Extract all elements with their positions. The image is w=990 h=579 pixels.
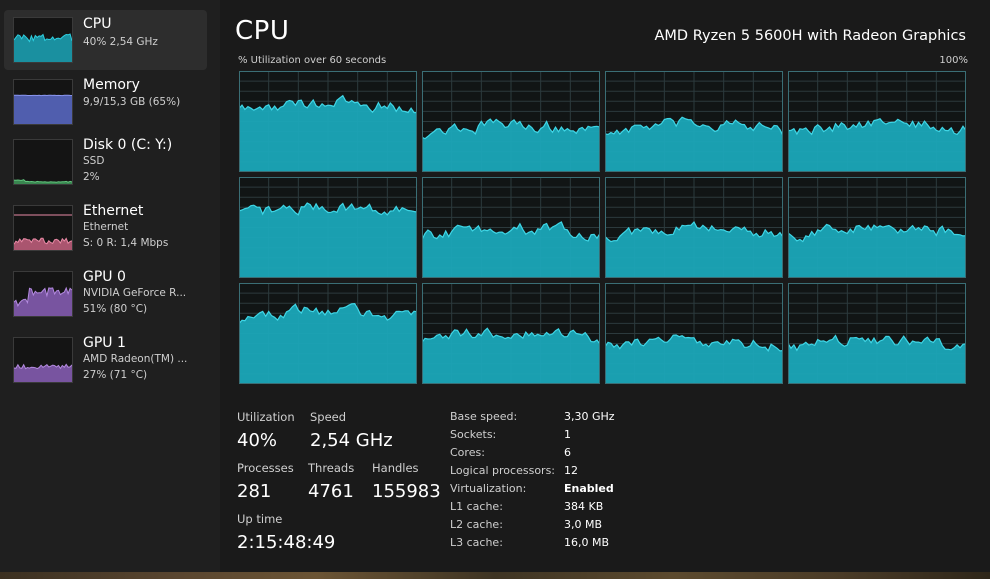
cpu-model-name: AMD Ryzen 5 5600H with Radeon Graphics xyxy=(654,28,967,44)
sidebar-item-cpu[interactable]: CPU 40% 2,54 GHz xyxy=(4,10,207,70)
cpu-thumbnail-graph xyxy=(13,17,73,63)
sidebar-item-memory[interactable]: Memory 9,9/15,3 GB (65%) xyxy=(4,72,207,132)
sidebar-item-ethernet[interactable]: Ethernet Ethernet S: 0 R: 1,4 Mbps xyxy=(4,198,207,258)
logical-processor-graph-3 xyxy=(605,71,783,172)
logical-processor-graph-5 xyxy=(239,177,417,278)
thumbnail-sparkline xyxy=(14,33,72,62)
sidebar-item-title: GPU 0 xyxy=(83,269,126,285)
spec-value: 6 xyxy=(564,446,571,459)
spec-label: L1 cache: xyxy=(450,500,503,513)
sidebar-item-value: 27% (71 °C) xyxy=(83,369,148,381)
spec-label: Base speed: xyxy=(450,410,518,423)
logical-processor-graph-6 xyxy=(422,177,600,278)
logical-processor-graph-8 xyxy=(788,177,966,278)
sidebar-item-title: GPU 1 xyxy=(83,335,126,351)
thumbnail-sparkline xyxy=(14,363,72,382)
spec-value: 16,0 MB xyxy=(564,536,610,549)
speed-value: 2,54 GHz xyxy=(310,430,393,451)
spec-label: Logical processors: xyxy=(450,464,556,477)
sidebar-item-subtitle: Ethernet xyxy=(83,221,129,233)
spec-label: L3 cache: xyxy=(450,536,503,549)
page-title: CPU xyxy=(235,16,290,46)
sidebar-item-disk-0[interactable]: Disk 0 (C: Y:) SSD 2% xyxy=(4,132,207,192)
spec-label: Virtualization: xyxy=(450,482,527,495)
sidebar-item-title: CPU xyxy=(83,16,112,32)
thumbnail-sparkline xyxy=(14,179,72,184)
logical-processor-graph-11 xyxy=(605,283,783,384)
handles-label: Handles xyxy=(372,461,419,475)
utilization-label: Utilization xyxy=(237,410,295,424)
logical-processor-graph-7 xyxy=(605,177,783,278)
utilization-value: 40% xyxy=(237,430,278,451)
sidebar-item-value: 2% xyxy=(83,171,100,183)
gpu-1-thumbnail-graph xyxy=(13,337,73,383)
thumbnail-sparkline xyxy=(14,214,72,250)
handles-value: 155983 xyxy=(372,481,441,502)
spec-value: 1 xyxy=(564,428,571,441)
uptime-label: Up time xyxy=(237,512,283,526)
ethernet-thumbnail-graph xyxy=(13,205,73,251)
uptime-value: 2:15:48:49 xyxy=(237,532,336,553)
disk-thumbnail-graph xyxy=(13,139,73,185)
sidebar-item-subtitle: NVIDIA GeForce R... xyxy=(83,287,187,299)
thumbnail-sparkline xyxy=(14,286,72,316)
sidebar-item-title: Ethernet xyxy=(83,203,144,219)
spec-value: 384 KB xyxy=(564,500,604,513)
spec-value: 3,30 GHz xyxy=(564,410,615,423)
cpu-detail-pane: CPU AMD Ryzen 5 5600H with Radeon Graphi… xyxy=(220,0,990,572)
threads-value: 4761 xyxy=(308,481,354,502)
graph-max-label: 100% xyxy=(939,55,968,66)
performance-sidebar: CPU 40% 2,54 GHz Memory 9,9/15,3 GB (65%… xyxy=(0,0,220,572)
spec-label: Cores: xyxy=(450,446,485,459)
sidebar-item-value: S: 0 R: 1,4 Mbps xyxy=(83,237,169,249)
threads-label: Threads xyxy=(308,461,355,475)
graph-caption: % Utilization over 60 seconds xyxy=(238,55,387,66)
memory-thumbnail-graph xyxy=(13,79,73,125)
spec-value: Enabled xyxy=(564,482,614,495)
logical-processor-graph-1 xyxy=(239,71,417,172)
thumbnail-sparkline xyxy=(14,94,72,124)
sidebar-item-value: 51% (80 °C) xyxy=(83,303,148,315)
spec-value: 3,0 MB xyxy=(564,518,603,531)
gpu-0-thumbnail-graph xyxy=(13,271,73,317)
logical-processor-graph-10 xyxy=(422,283,600,384)
sidebar-item-subtitle: 9,9/15,3 GB (65%) xyxy=(83,96,181,108)
sidebar-item-gpu-1[interactable]: GPU 1 AMD Radeon(TM) ... 27% (71 °C) xyxy=(4,330,207,390)
sidebar-item-subtitle: SSD xyxy=(83,155,105,167)
sidebar-item-subtitle: 40% 2,54 GHz xyxy=(83,36,158,48)
sidebar-item-subtitle: AMD Radeon(TM) ... xyxy=(83,353,188,365)
sidebar-item-gpu-0[interactable]: GPU 0 NVIDIA GeForce R... 51% (80 °C) xyxy=(4,264,207,324)
logical-processor-graph-12 xyxy=(788,283,966,384)
spec-label: Sockets: xyxy=(450,428,497,441)
logical-processor-graph-2 xyxy=(422,71,600,172)
logical-processor-graph-9 xyxy=(239,283,417,384)
spec-value: 12 xyxy=(564,464,578,477)
spec-label: L2 cache: xyxy=(450,518,503,531)
speed-label: Speed xyxy=(310,410,347,424)
sidebar-item-title: Disk 0 (C: Y:) xyxy=(83,137,173,153)
processes-value: 281 xyxy=(237,481,272,502)
sidebar-item-title: Memory xyxy=(83,77,140,93)
logical-processor-graph-4 xyxy=(788,71,966,172)
processes-label: Processes xyxy=(237,461,294,475)
desktop-background-strip xyxy=(0,572,990,579)
